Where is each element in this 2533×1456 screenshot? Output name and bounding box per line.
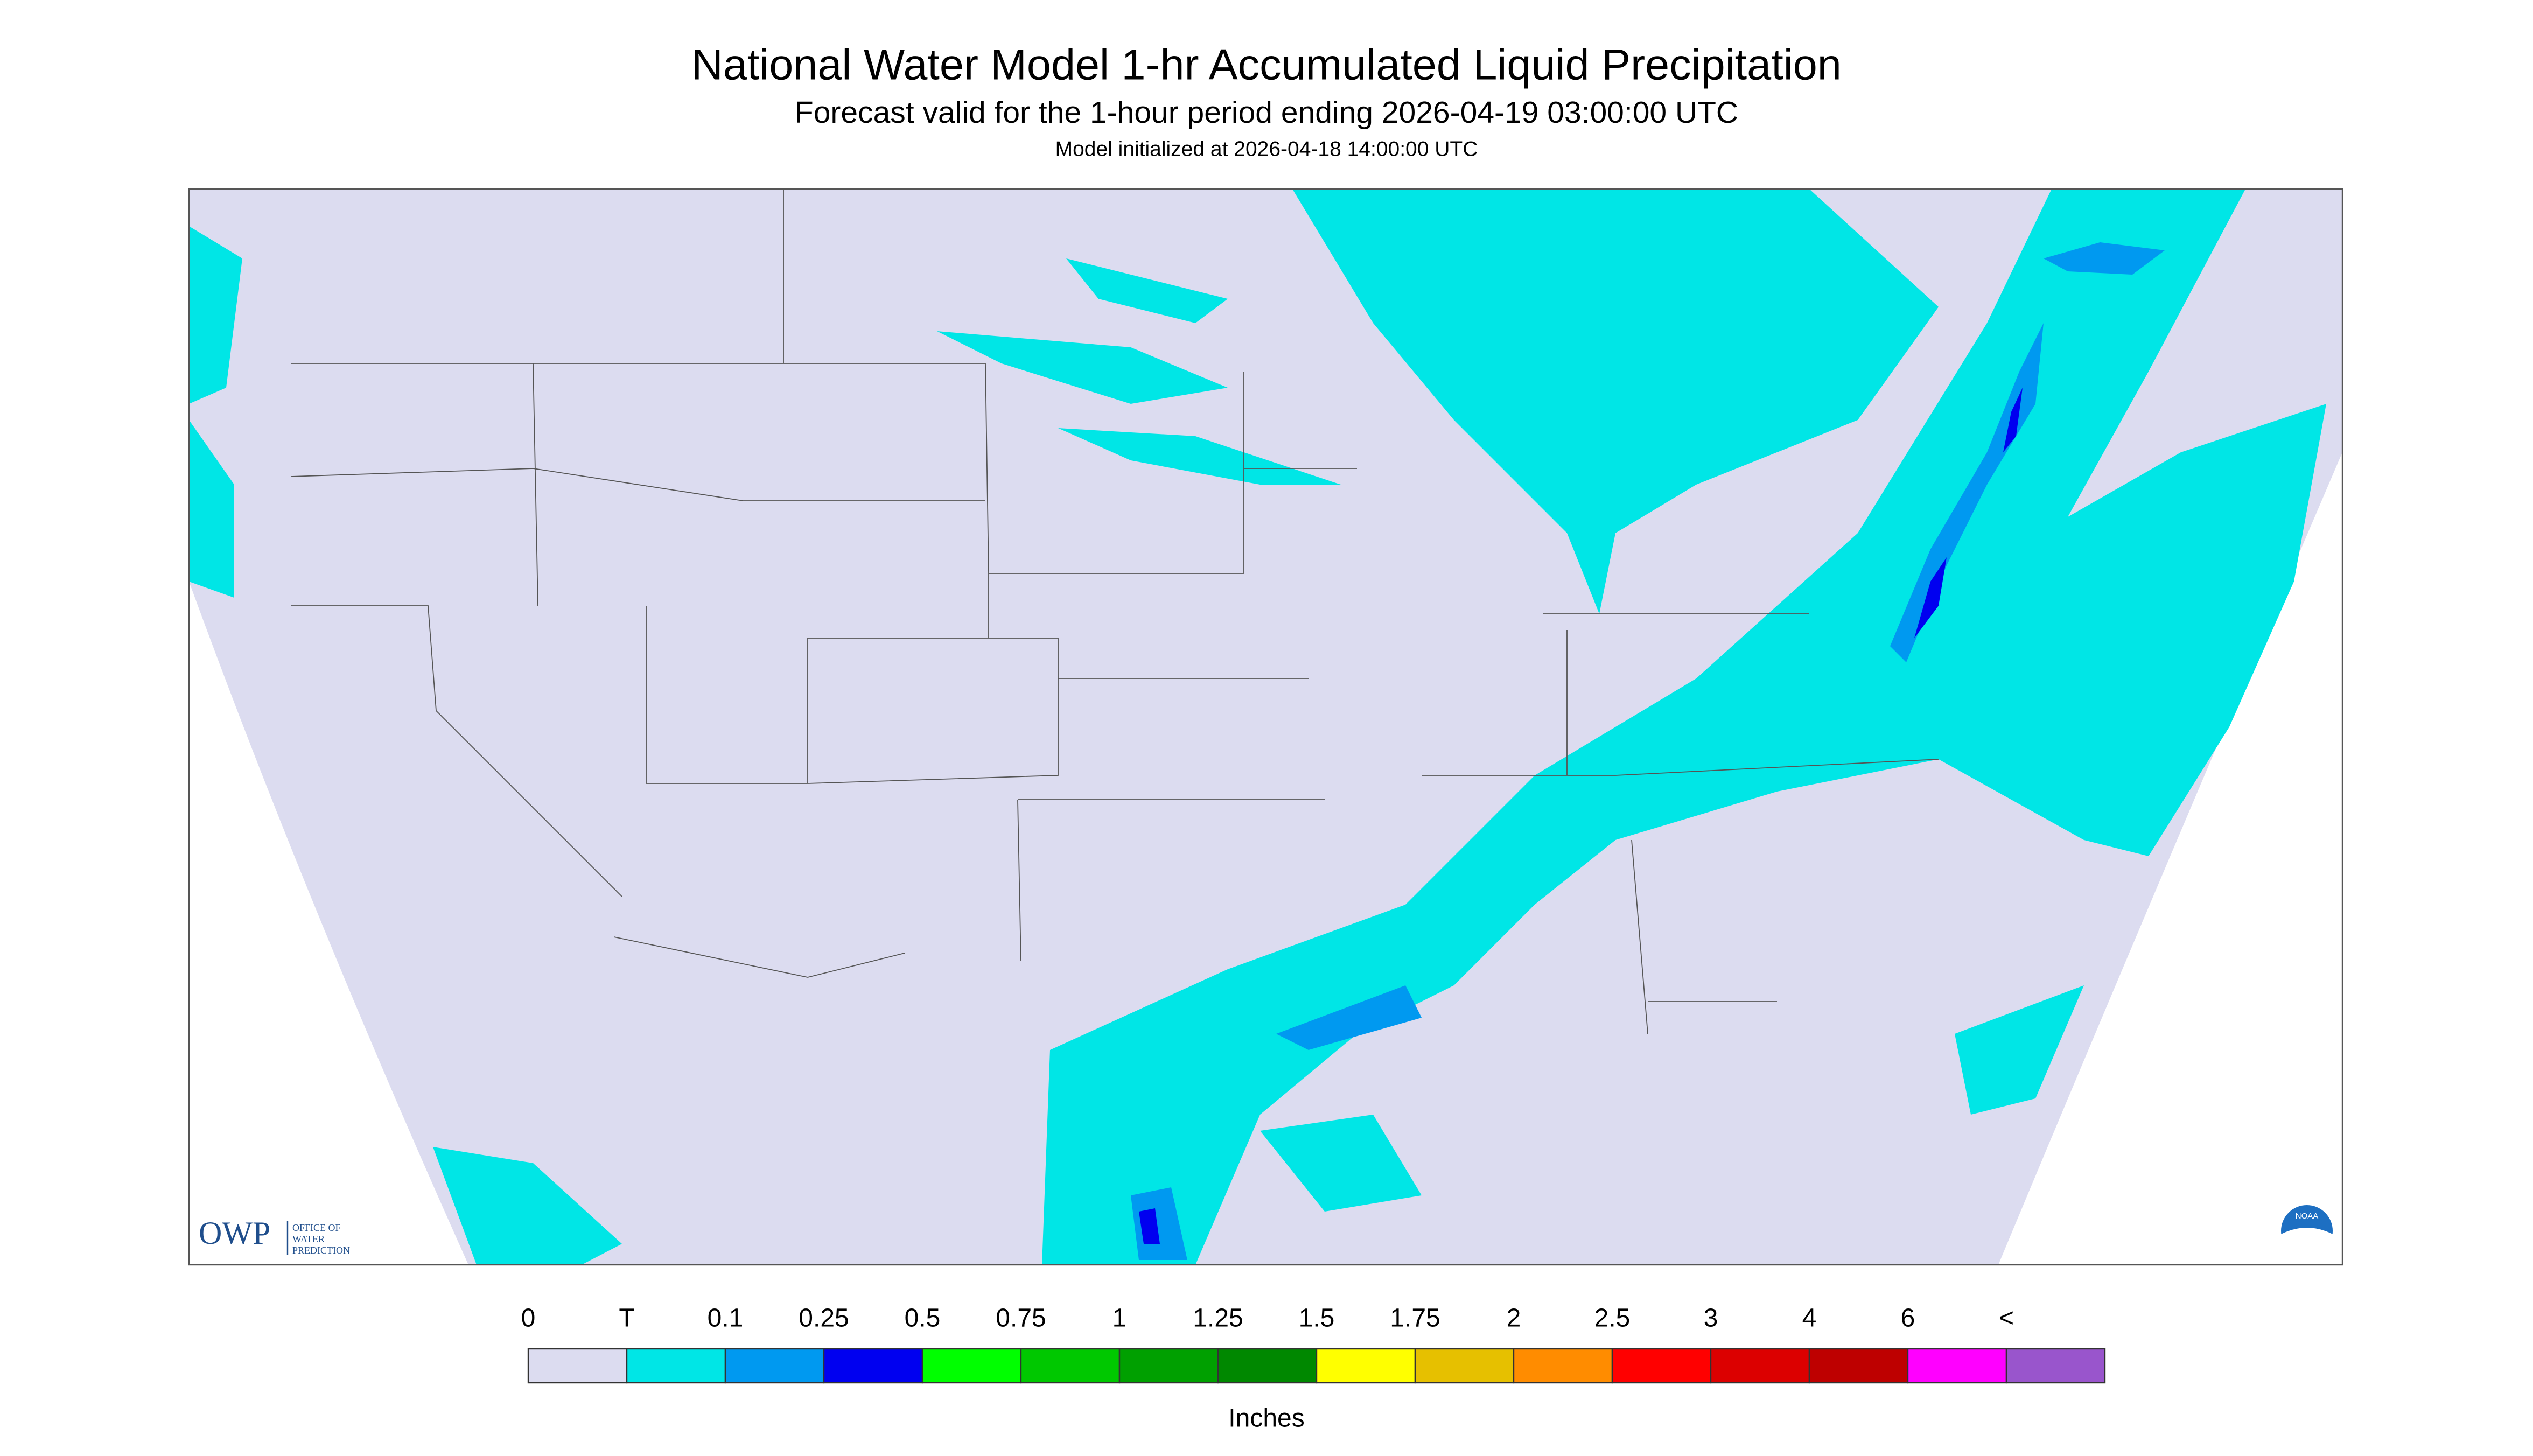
precip-light: [189, 189, 2326, 1265]
subtitle: Forecast valid for the 1-hour period end…: [795, 95, 1738, 130]
legend-swatch: [1611, 1348, 1712, 1384]
legend-label: 2: [1507, 1304, 1521, 1333]
owp-text: PREDICTION: [292, 1245, 350, 1256]
precip-atlantic: [1955, 985, 2084, 1115]
legend-swatch: [1710, 1348, 1810, 1384]
precip-gulf: [1260, 1115, 1422, 1212]
model-domain: [189, 189, 2342, 1265]
legend-swatch: [1808, 1348, 1909, 1384]
precip-streak: [1066, 258, 1228, 324]
legend-swatch: [1316, 1348, 1416, 1384]
legend-label: 1.5: [1299, 1304, 1335, 1333]
legend-label: 4: [1802, 1304, 1817, 1333]
legend-swatch: [921, 1348, 1022, 1384]
title: National Water Model 1-hr Accumulated Li…: [691, 40, 1842, 89]
legend-swatch: [626, 1348, 726, 1384]
state-borders: [290, 189, 1939, 1034]
border-lines: [290, 189, 1939, 1034]
legend-label: 2.5: [1594, 1304, 1631, 1333]
precip-cell: [1914, 557, 1947, 639]
legend: 0 T 0.1 0.25 0.5 0.75 1 1.25 1.5 1.75 2 2.5 3 4 6 <: [521, 1304, 2106, 1384]
precip-nw: [189, 420, 234, 598]
legend-label: <: [1999, 1304, 2014, 1333]
legend-swatch: [1118, 1348, 1219, 1384]
init-time: Model initialized at 2026-04-18 14:00:00…: [1055, 137, 1478, 160]
precip-streak: [1058, 428, 1341, 485]
noaa-logo-wave: [2281, 1228, 2333, 1261]
legend-label: 6: [1901, 1304, 1915, 1333]
precip-cell: [1139, 1208, 1160, 1244]
legend-swatch: [1513, 1348, 1613, 1384]
legend-swatch: [1217, 1348, 1318, 1384]
precip-streak: [937, 331, 1228, 404]
legend-swatch: [1414, 1348, 1515, 1384]
owp-text: WATER: [292, 1234, 325, 1244]
legend-label: 3: [1704, 1304, 1718, 1333]
owp-text: OFFICE OF: [292, 1222, 341, 1233]
precip-band: [1042, 189, 2326, 1265]
legend-label: T: [619, 1304, 634, 1333]
legend-label: 1.75: [1390, 1304, 1440, 1333]
legend-unit: Inches: [1228, 1404, 1304, 1433]
legend-label: 0.5: [905, 1304, 941, 1333]
precip-sw: [433, 1147, 622, 1265]
map-frame: [188, 188, 2343, 1266]
legend-label: 0: [521, 1304, 536, 1333]
legend-label: 0.75: [996, 1304, 1046, 1333]
legend-swatch: [2005, 1348, 2106, 1384]
owp-logo: OWP: [199, 1215, 270, 1251]
precip-cell: [2003, 388, 2023, 453]
precip-heavy: [1139, 388, 2023, 1244]
legend-label: 0.25: [799, 1304, 849, 1333]
precip-nw: [189, 226, 242, 404]
legend-swatch: [1907, 1348, 2007, 1384]
legend-swatch: [1020, 1348, 1121, 1384]
legend-swatch: [527, 1348, 628, 1384]
precip-core: [1890, 323, 2044, 663]
map: OWP OFFICE OF WATER PREDICTION NOAA: [188, 188, 2343, 1266]
legend-label: 0.1: [708, 1304, 744, 1333]
precip-core: [1276, 985, 1422, 1051]
legend-swatch: [724, 1348, 825, 1384]
legend-label: 1.25: [1193, 1304, 1243, 1333]
noaa-text: NOAA: [2296, 1212, 2319, 1221]
precip-core: [2044, 242, 2165, 275]
legend-label: 1: [1112, 1304, 1127, 1333]
precip-north: [1292, 189, 1939, 614]
legend-swatch: [823, 1348, 923, 1384]
